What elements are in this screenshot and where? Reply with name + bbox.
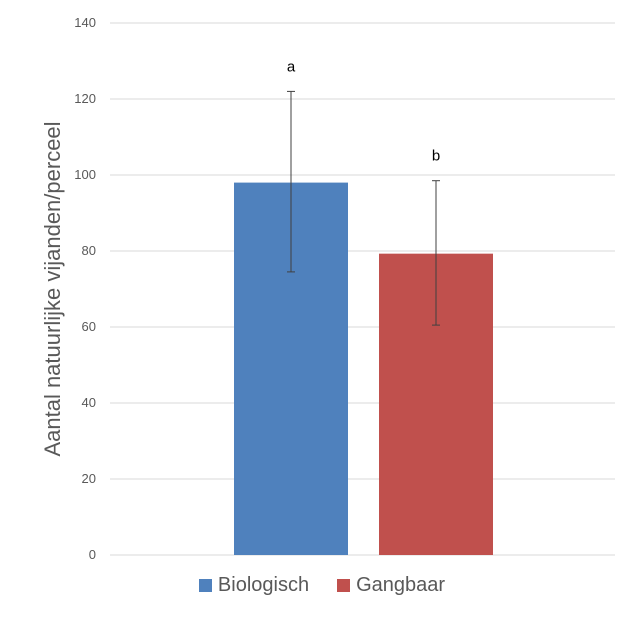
y-tick-label: 0 xyxy=(89,547,96,562)
legend-label-biologisch: Biologisch xyxy=(217,574,310,596)
gridlines xyxy=(110,22,615,556)
y-tick-label: 60 xyxy=(82,319,96,334)
error-bar-gangbaar xyxy=(432,180,440,326)
legend-swatch-biologisch xyxy=(198,579,212,592)
legend-swatch-gangbaar xyxy=(337,579,351,592)
y-tick-label: 100 xyxy=(74,167,96,182)
legend-item-biologisch: Biologisch xyxy=(198,574,310,597)
error-bars xyxy=(287,90,440,326)
legend: Biologisch Gangbaar xyxy=(0,574,644,597)
y-tick-label: 140 xyxy=(74,15,96,30)
y-tick-label: 20 xyxy=(82,471,96,486)
significance-label-gangbaar: b xyxy=(432,148,440,165)
y-tick-label: 40 xyxy=(82,395,96,410)
significance-label-biologisch: a xyxy=(287,58,296,75)
bars xyxy=(234,182,493,555)
y-axis-label: Aantal natuurlijke vijanden/perceel xyxy=(40,121,65,456)
y-axis-tick-labels: 0 20 40 60 80 100 120 140 xyxy=(74,15,96,562)
y-tick-label: 120 xyxy=(74,91,96,106)
y-tick-label: 80 xyxy=(82,243,96,258)
significance-labels: ab xyxy=(287,58,440,164)
error-bar-biologisch xyxy=(287,90,295,273)
legend-label-gangbaar: Gangbaar xyxy=(356,574,446,596)
legend-item-gangbaar: Gangbaar xyxy=(337,574,445,597)
